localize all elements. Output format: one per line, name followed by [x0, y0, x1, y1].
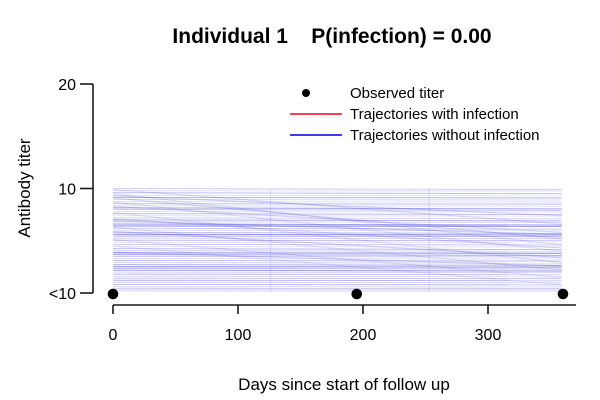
observed-point — [351, 288, 363, 300]
trajectory-line-without-infection — [112, 226, 562, 271]
trajectory-line-without-infection — [112, 255, 562, 258]
trajectory-line-without-infection — [112, 192, 562, 195]
x-tick-label: 300 — [475, 327, 502, 344]
legend-label: Trajectories with infection — [350, 106, 519, 123]
trajectory-line-without-infection — [112, 251, 562, 267]
trajectory-line-without-infection — [112, 218, 562, 249]
trajectory-line-without-infection — [112, 211, 562, 264]
observed-point — [557, 288, 569, 300]
trajectory-line-without-infection — [112, 257, 562, 260]
y-tick-label: <10 — [49, 286, 76, 303]
trajectory-line-without-infection — [112, 248, 562, 251]
trajectory-line-without-infection — [112, 201, 562, 252]
trajectory-line-without-infection — [112, 198, 562, 201]
trajectory-line-without-infection — [112, 233, 562, 236]
trajectory-line-without-infection — [112, 237, 562, 240]
trajectory-line-without-infection — [112, 217, 562, 220]
trajectory-line-without-infection — [112, 269, 562, 272]
trajectory-line-without-infection — [112, 195, 562, 217]
x-tick-label: 100 — [225, 327, 252, 344]
trajectory-line-without-infection — [112, 196, 562, 199]
x-tick-label: 0 — [109, 327, 118, 344]
trajectory-line-without-infection — [112, 253, 562, 256]
chart-title: Individual 1 P(infection) = 0.00 — [172, 25, 492, 48]
trajectory-line-without-infection — [112, 241, 562, 244]
trajectory-line-without-infection — [112, 190, 562, 192]
trajectory-line-without-infection — [112, 267, 562, 270]
trajectory-line-without-infection — [112, 223, 562, 226]
trajectory-line-without-infection — [112, 231, 562, 234]
trajectory-line-without-infection — [112, 197, 562, 240]
trajectory-line-without-infection — [112, 203, 562, 205]
trajectory-line-without-infection — [112, 205, 562, 207]
trajectory-line-without-infection — [112, 227, 562, 230]
observed-point — [107, 288, 119, 300]
trajectory-line-without-infection — [112, 219, 562, 222]
trajectory-line-without-infection — [112, 239, 562, 278]
trajectory-line-without-infection — [112, 252, 562, 254]
trajectory-line-without-infection — [112, 273, 562, 276]
trajectory-line-without-infection — [112, 221, 562, 224]
trajectory-line-without-infection — [112, 187, 562, 191]
trajectory-line-without-infection — [112, 215, 562, 217]
trajectory-line-without-infection — [112, 243, 562, 246]
trajectory-line-without-infection — [112, 245, 562, 286]
trajectory-line-without-infection — [112, 271, 562, 274]
trajectory-line-without-infection — [112, 275, 562, 278]
legend-point-marker — [302, 89, 310, 97]
trajectory-line-without-infection — [112, 235, 562, 238]
legend-label: Observed titer — [350, 85, 444, 102]
trajectory-line-without-infection — [112, 259, 562, 262]
trajectory-line-without-infection — [112, 205, 562, 233]
y-tick-label: 20 — [58, 77, 76, 94]
trajectory-line-without-infection — [112, 239, 562, 242]
trajectory-line-without-infection — [112, 210, 562, 213]
x-tick-label: 200 — [350, 327, 377, 344]
trajectory-line-without-infection — [112, 220, 562, 236]
y-axis-label: Antibody titer — [15, 138, 34, 238]
trajectory-line-without-infection — [112, 201, 562, 203]
trajectory-line-without-infection — [112, 194, 562, 197]
trajectory-line-without-infection — [112, 208, 562, 211]
trajectory-line-without-infection — [112, 250, 562, 252]
trajectory-line-without-infection — [112, 230, 562, 259]
legend-label: Trajectories without infection — [350, 127, 540, 144]
trajectory-line-without-infection — [112, 229, 562, 232]
trajectory-line-without-infection — [112, 213, 562, 216]
trajectory-line-without-infection — [112, 188, 562, 225]
y-tick-label: 10 — [58, 182, 76, 199]
trajectory-line-without-infection — [112, 261, 562, 264]
trajectory-line-without-infection — [112, 207, 562, 210]
trajectory-line-without-infection — [112, 193, 562, 246]
trajectory-line-without-infection — [112, 245, 562, 248]
trajectory-line-without-infection — [112, 264, 562, 266]
x-axis-label: Days since start of follow up — [238, 375, 450, 394]
